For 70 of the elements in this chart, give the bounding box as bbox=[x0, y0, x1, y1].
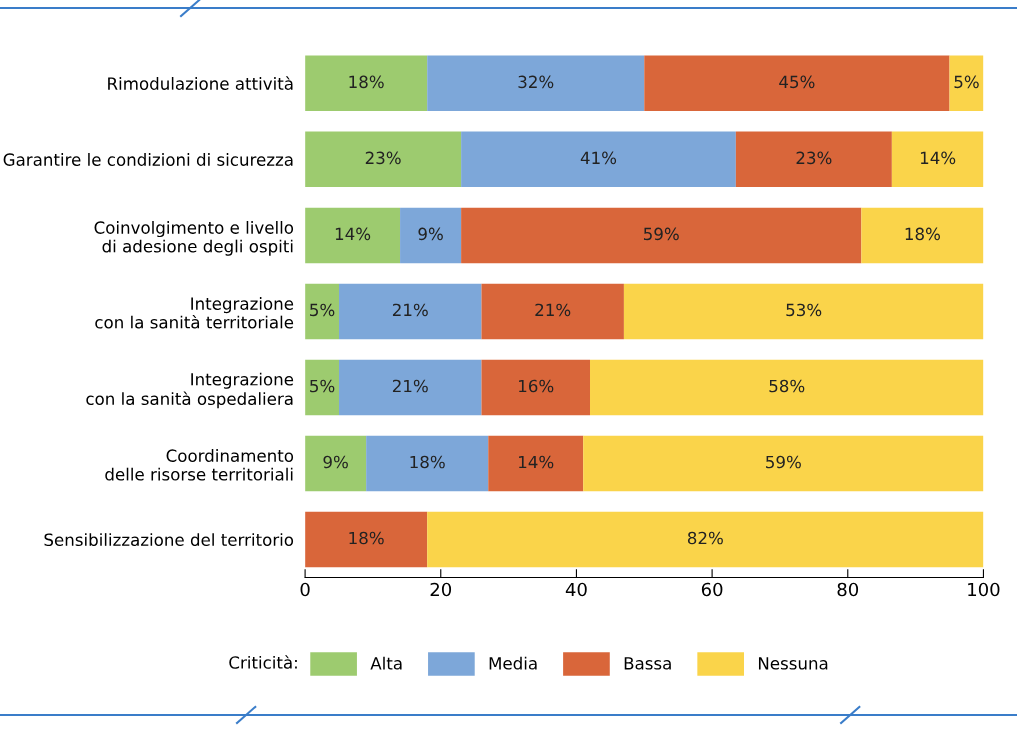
data-label: 23% bbox=[796, 151, 832, 165]
data-label: 5% bbox=[954, 75, 979, 89]
y-tick-label: Integrazione con la sanità territoriale bbox=[95, 297, 294, 329]
bar bbox=[339, 359, 482, 416]
data-label: 45% bbox=[779, 75, 815, 89]
y-tick-label: Coordinamento delle risorse territoriali bbox=[105, 449, 294, 481]
x-tick-label: 40 bbox=[565, 582, 587, 597]
legend-label: Media bbox=[489, 656, 537, 670]
bar bbox=[305, 131, 462, 188]
data-label: 32% bbox=[518, 75, 554, 89]
data-label: 59% bbox=[643, 227, 679, 241]
y-tick-label: Rimodulazione attività bbox=[108, 76, 293, 90]
data-label: 5% bbox=[310, 379, 335, 393]
y-tick-label: Sensibilizzazione del territorio bbox=[44, 533, 294, 547]
bar bbox=[623, 283, 984, 340]
x-tick-label: 80 bbox=[837, 582, 859, 597]
bar bbox=[305, 359, 340, 416]
bar bbox=[305, 511, 428, 568]
bar bbox=[590, 359, 984, 416]
data-label: 14% bbox=[335, 227, 371, 241]
data-label: 23% bbox=[365, 151, 401, 165]
data-label: 18% bbox=[410, 455, 445, 469]
data-label: 16% bbox=[519, 379, 554, 393]
bar bbox=[644, 55, 950, 112]
data-label: 59% bbox=[766, 455, 801, 469]
data-label: 18% bbox=[905, 227, 940, 241]
x-tick-label: 100 bbox=[968, 582, 1000, 597]
data-label: 18% bbox=[349, 531, 384, 545]
bar bbox=[861, 207, 984, 264]
data-label: 14% bbox=[920, 151, 956, 165]
data-label: 58% bbox=[769, 379, 805, 393]
bar bbox=[735, 131, 892, 188]
bar bbox=[305, 435, 367, 492]
bar bbox=[488, 435, 584, 492]
x-tick-label: 0 bbox=[300, 582, 310, 597]
x-tick-label: 60 bbox=[701, 582, 723, 597]
bar bbox=[427, 55, 645, 112]
bar bbox=[481, 283, 624, 340]
legend-label: Alta bbox=[370, 656, 402, 670]
data-label: 21% bbox=[535, 303, 571, 317]
data-label: 21% bbox=[392, 379, 428, 393]
bar bbox=[305, 207, 401, 264]
data-label: 18% bbox=[349, 75, 384, 89]
bar bbox=[583, 435, 984, 492]
bar bbox=[339, 283, 482, 340]
y-tick-label: Coinvolgimento e livello di adesione degli ospiti bbox=[94, 220, 294, 256]
bar bbox=[461, 131, 736, 188]
legend-title: Criticità: bbox=[229, 655, 297, 669]
data-label: 14% bbox=[519, 455, 554, 469]
bar bbox=[949, 55, 984, 112]
bar bbox=[481, 359, 590, 416]
x-tick-label: 20 bbox=[430, 582, 452, 597]
bar bbox=[400, 207, 462, 264]
data-label: 9% bbox=[418, 227, 443, 241]
legend-label: Bassa bbox=[624, 657, 671, 670]
data-label: 5% bbox=[310, 303, 335, 317]
bar bbox=[427, 511, 984, 568]
data-label: 9% bbox=[323, 455, 348, 469]
y-tick-label: Integrazione con la sanità ospedaliera bbox=[86, 372, 294, 409]
legend-label: Nessuna bbox=[758, 657, 828, 670]
bar bbox=[366, 435, 489, 492]
data-label: 82% bbox=[687, 531, 723, 545]
bar bbox=[305, 283, 340, 340]
bar bbox=[461, 207, 862, 264]
y-tick-label: Garantire le condizioni di sicurezza bbox=[3, 153, 293, 166]
bar bbox=[891, 131, 984, 188]
data-label: 41% bbox=[580, 151, 617, 165]
bar bbox=[305, 55, 428, 112]
data-label: 53% bbox=[786, 303, 822, 317]
data-label: 21% bbox=[392, 303, 428, 317]
